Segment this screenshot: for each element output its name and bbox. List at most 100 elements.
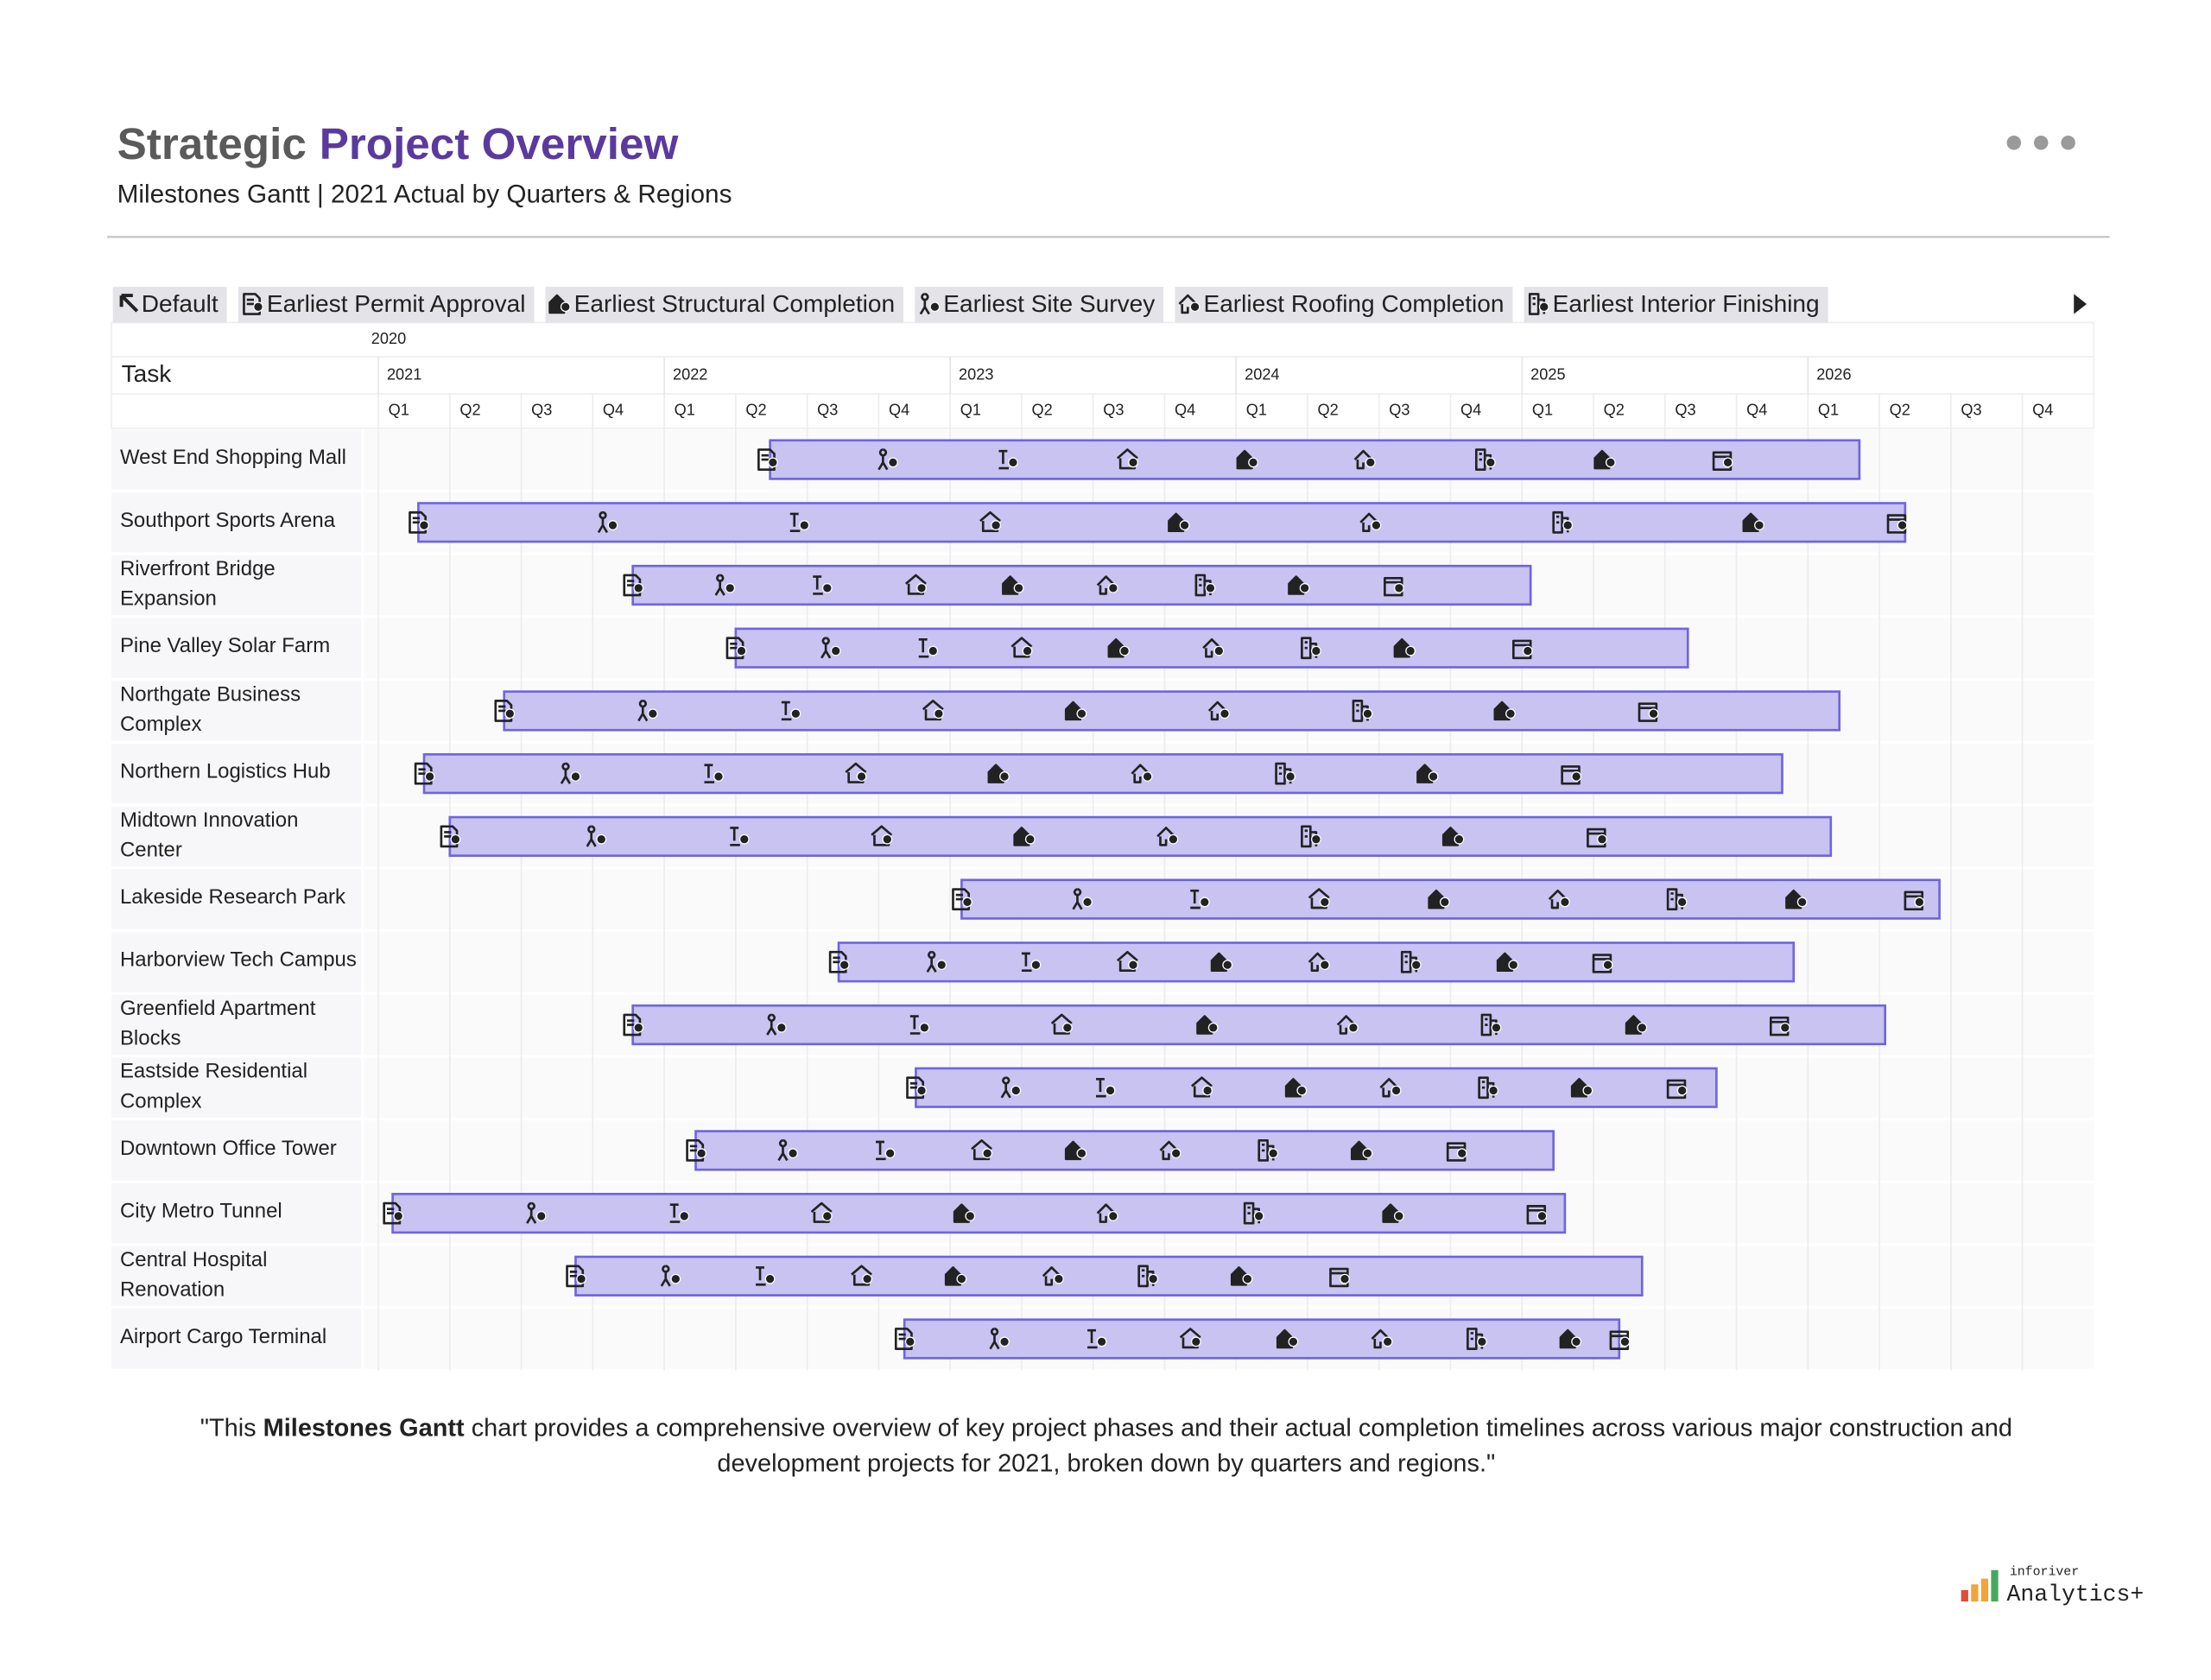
icon-stroke	[1243, 1201, 1260, 1225]
icon-dot	[1119, 645, 1131, 656]
milestone	[1243, 1201, 1264, 1225]
icon-dot	[633, 1022, 644, 1033]
task-label: Airport Cargo Terminal	[119, 1326, 327, 1350]
legend-bg[interactable]	[1175, 287, 1513, 323]
icon-dot	[596, 834, 607, 845]
icon-stroke[interactable]	[919, 293, 930, 315]
task-bar	[694, 1130, 1555, 1171]
icon-dot[interactable]	[560, 301, 571, 313]
legend-label[interactable]: Earliest Roofing Completion	[1203, 290, 1504, 317]
quarter-label: Q1	[960, 402, 981, 419]
icon-stroke	[1371, 1328, 1391, 1349]
icon-stroke[interactable]	[1528, 293, 1546, 315]
icon-dot	[933, 708, 944, 720]
icon-stroke	[1308, 952, 1327, 973]
milestone	[1230, 1266, 1253, 1286]
icon-stroke	[998, 449, 1010, 470]
legend-bg[interactable]	[1524, 287, 1828, 323]
quarter-label: Q2	[1318, 402, 1339, 419]
icon-dot	[1559, 897, 1570, 908]
legend-icon[interactable]	[119, 294, 139, 313]
legend-bg[interactable]	[545, 287, 904, 323]
milestone	[1446, 1142, 1467, 1162]
logo-bar	[1980, 1578, 1989, 1602]
milestone	[1156, 827, 1179, 846]
icon-dot	[862, 1273, 873, 1284]
legend-item[interactable]: Earliest Permit Approval	[238, 287, 535, 323]
logo-bar	[1991, 1569, 1999, 1602]
more-menu[interactable]	[2006, 135, 2075, 150]
row-label-bg	[111, 806, 362, 867]
task-label: Eastside Residential Complex	[119, 1060, 308, 1113]
row-label-bg	[111, 869, 362, 929]
icon-dot	[999, 771, 1010, 782]
dot[interactable]	[2033, 135, 2049, 150]
legend-item[interactable]: Earliest Site Survey	[915, 287, 1164, 323]
icon-stroke	[820, 637, 832, 659]
legend-item[interactable]: Earliest Roofing Completion	[1175, 287, 1513, 323]
task-label-box: Southport Sports Arena	[119, 510, 336, 534]
legend-label[interactable]: Default	[142, 290, 219, 317]
task-label: Southport Sports Arena	[119, 510, 336, 534]
icon-dot[interactable]	[1538, 301, 1549, 313]
icon-dot[interactable]	[1189, 301, 1201, 313]
dot[interactable]	[2006, 135, 2022, 150]
icon-stroke	[1275, 762, 1292, 785]
icon-stroke	[714, 574, 725, 596]
icon-dot	[450, 834, 461, 845]
icon-dot	[647, 708, 658, 720]
icon-stroke	[926, 950, 937, 973]
icon-stroke	[1258, 1139, 1275, 1162]
icon-dot[interactable]	[929, 301, 941, 313]
icon-dot	[1391, 1085, 1402, 1096]
legend-label[interactable]: Earliest Permit Approval	[267, 290, 526, 317]
milestone	[1570, 1077, 1593, 1098]
milestone	[1096, 575, 1118, 595]
icon-dot	[790, 708, 801, 720]
milestone	[1087, 1328, 1107, 1349]
milestone	[845, 762, 867, 783]
dot[interactable]	[2061, 135, 2075, 150]
task-label: Midtown Innovation Center	[119, 808, 299, 863]
icon-dot	[1779, 1022, 1790, 1033]
legend-bg[interactable]	[915, 287, 1164, 323]
task-bar	[574, 1255, 1644, 1296]
icon-dot	[1013, 582, 1024, 593]
icon-stroke[interactable]	[1178, 294, 1198, 314]
icon-dot	[1340, 1273, 1350, 1284]
legend-item[interactable]: Default	[112, 287, 227, 323]
icon-dot	[1022, 645, 1033, 656]
quarter-label: Q1	[1818, 402, 1839, 419]
legend-label[interactable]: Earliest Site Survey	[943, 290, 1155, 317]
footnote-part: Milestones Gantt	[263, 1412, 465, 1442]
row-label-bg	[111, 1246, 362, 1307]
milestone	[704, 764, 724, 783]
task-bar	[960, 878, 1941, 920]
task-label-box: Greenfield Apartment Blocks	[120, 998, 315, 1050]
legend-label[interactable]: Earliest Structural Completion	[574, 290, 895, 317]
icon-dot	[1082, 897, 1093, 908]
legend-item[interactable]: Earliest Interior Finishing	[1524, 287, 1828, 323]
legend-bg[interactable]	[238, 287, 535, 323]
icon-dot[interactable]	[253, 301, 263, 313]
milestone	[1353, 449, 1376, 470]
milestone	[1886, 514, 1908, 534]
icon-dot	[1508, 960, 1519, 971]
legend-item[interactable]: Earliest Structural Completion	[545, 287, 904, 323]
milestone	[1002, 575, 1024, 595]
legend-next[interactable]	[2074, 294, 2087, 314]
row-label-bg	[111, 681, 362, 741]
icon-dot	[916, 582, 927, 593]
icon-stroke	[1587, 827, 1606, 848]
task-label-box: Northern Logistics Hub	[120, 762, 331, 784]
milestone	[1116, 950, 1138, 973]
icon-dot	[1030, 960, 1042, 971]
milestone	[1559, 1328, 1582, 1349]
milestone	[1561, 765, 1582, 785]
icon-dot	[904, 1336, 915, 1347]
icon-dot	[1061, 1022, 1073, 1033]
legend-label[interactable]: Earliest Interior Finishing	[1553, 290, 1820, 317]
icon-dot	[1076, 708, 1087, 720]
milestone	[1116, 448, 1138, 470]
task-bar	[631, 1004, 1887, 1046]
